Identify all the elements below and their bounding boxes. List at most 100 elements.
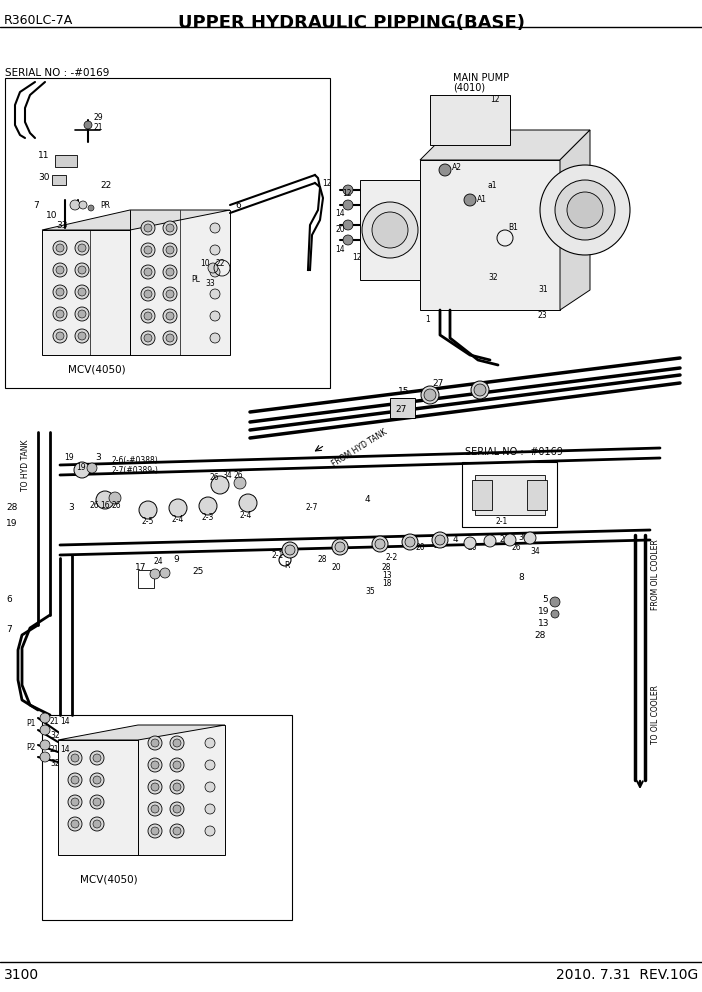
Text: 30: 30 <box>38 174 50 183</box>
Text: 6: 6 <box>235 200 241 209</box>
Circle shape <box>205 760 215 770</box>
Text: MCV(4050): MCV(4050) <box>80 875 138 885</box>
Circle shape <box>421 386 439 404</box>
Circle shape <box>285 545 295 555</box>
Circle shape <box>87 463 97 473</box>
Circle shape <box>70 200 80 210</box>
Text: 2-7(#0389-): 2-7(#0389-) <box>112 465 159 474</box>
Circle shape <box>53 241 67 255</box>
Circle shape <box>372 536 388 552</box>
Bar <box>52 175 66 185</box>
Circle shape <box>144 224 152 232</box>
Text: 4: 4 <box>453 536 458 545</box>
Circle shape <box>40 725 50 735</box>
Text: MAIN PUMP: MAIN PUMP <box>453 73 509 83</box>
Circle shape <box>464 194 476 206</box>
Text: 20: 20 <box>332 563 342 572</box>
Circle shape <box>550 597 560 607</box>
Circle shape <box>160 568 170 578</box>
Circle shape <box>163 243 177 257</box>
Text: 2-6(-#0388): 2-6(-#0388) <box>112 455 159 464</box>
Circle shape <box>173 739 181 747</box>
Circle shape <box>141 287 155 301</box>
Circle shape <box>170 758 184 772</box>
Circle shape <box>199 497 217 515</box>
Text: A2: A2 <box>452 164 462 173</box>
Text: 19: 19 <box>64 453 74 462</box>
Circle shape <box>68 817 82 831</box>
Circle shape <box>282 542 298 558</box>
Text: 13: 13 <box>382 570 392 579</box>
Text: 28: 28 <box>318 556 328 564</box>
Text: P2: P2 <box>26 743 35 753</box>
Circle shape <box>74 462 90 478</box>
Bar <box>5 78 330 388</box>
Circle shape <box>93 820 101 828</box>
Circle shape <box>141 243 155 257</box>
Circle shape <box>170 736 184 750</box>
Text: 32: 32 <box>50 759 60 768</box>
Text: 12: 12 <box>352 254 362 263</box>
Bar <box>55 155 77 167</box>
Circle shape <box>75 263 89 277</box>
Circle shape <box>474 384 486 396</box>
Text: 21: 21 <box>50 746 60 755</box>
Circle shape <box>56 288 64 296</box>
Text: 21: 21 <box>94 123 103 133</box>
Circle shape <box>71 820 79 828</box>
Circle shape <box>141 331 155 345</box>
Circle shape <box>166 246 174 254</box>
Circle shape <box>79 201 87 209</box>
Circle shape <box>78 244 86 252</box>
Text: 26: 26 <box>112 501 121 510</box>
Circle shape <box>78 332 86 340</box>
Circle shape <box>93 798 101 806</box>
Circle shape <box>144 290 152 298</box>
Text: 2-4: 2-4 <box>433 541 445 550</box>
Circle shape <box>71 798 79 806</box>
Circle shape <box>234 477 246 489</box>
Circle shape <box>484 535 496 547</box>
Circle shape <box>335 542 345 552</box>
Circle shape <box>166 268 174 276</box>
Text: PL: PL <box>191 276 200 285</box>
Circle shape <box>402 534 418 550</box>
Polygon shape <box>58 740 138 855</box>
Text: 26: 26 <box>90 501 100 510</box>
Circle shape <box>435 535 445 545</box>
Circle shape <box>141 309 155 323</box>
Circle shape <box>332 539 348 555</box>
Text: 19: 19 <box>76 463 86 472</box>
Text: SERIAL NO : -#0169: SERIAL NO : -#0169 <box>5 68 110 78</box>
Circle shape <box>555 180 615 240</box>
Circle shape <box>144 246 152 254</box>
Polygon shape <box>475 475 545 515</box>
Text: 7: 7 <box>6 626 12 635</box>
Circle shape <box>53 263 67 277</box>
Text: 34: 34 <box>222 471 232 480</box>
Bar <box>42 715 292 920</box>
Text: 24: 24 <box>154 558 164 566</box>
Text: 31: 31 <box>538 286 548 295</box>
Circle shape <box>75 285 89 299</box>
Circle shape <box>210 311 220 321</box>
Circle shape <box>75 307 89 321</box>
Circle shape <box>173 805 181 813</box>
Circle shape <box>210 267 220 277</box>
Circle shape <box>90 795 104 809</box>
Circle shape <box>163 309 177 323</box>
Bar <box>390 398 415 418</box>
Text: 8: 8 <box>518 573 524 582</box>
Text: 27: 27 <box>432 379 444 388</box>
Circle shape <box>170 802 184 816</box>
Circle shape <box>205 738 215 748</box>
Circle shape <box>166 224 174 232</box>
Text: 23: 23 <box>538 310 548 319</box>
Circle shape <box>56 266 64 274</box>
Circle shape <box>56 310 64 318</box>
Text: PR: PR <box>100 201 110 210</box>
Circle shape <box>150 569 160 579</box>
Circle shape <box>148 802 162 816</box>
Circle shape <box>524 532 536 544</box>
Circle shape <box>109 492 121 504</box>
